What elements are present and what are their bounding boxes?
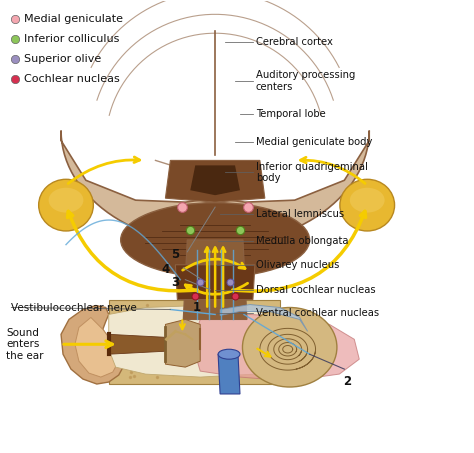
Polygon shape [75, 318, 118, 377]
Ellipse shape [340, 179, 394, 231]
Polygon shape [165, 160, 265, 202]
Text: Medial geniculate: Medial geniculate [24, 14, 123, 24]
Text: Dorsal cochlear nucleas: Dorsal cochlear nucleas [256, 284, 375, 294]
Text: Inferior colliculus: Inferior colliculus [24, 34, 119, 44]
Text: Sound
enters
the ear: Sound enters the ear [6, 328, 44, 361]
Text: Medial geniculate body: Medial geniculate body [256, 136, 372, 146]
Polygon shape [175, 265, 255, 299]
Text: 1: 1 [193, 301, 201, 314]
Polygon shape [61, 305, 125, 384]
Ellipse shape [39, 179, 93, 231]
Text: 5: 5 [171, 248, 180, 261]
Text: 3: 3 [171, 276, 180, 289]
Text: Temporal lobe: Temporal lobe [256, 109, 326, 119]
Text: Superior olive: Superior olive [24, 54, 101, 64]
Polygon shape [195, 314, 359, 381]
Ellipse shape [49, 188, 83, 212]
Ellipse shape [218, 349, 240, 359]
Text: 4: 4 [161, 263, 170, 276]
Text: Olivarey nucleus: Olivarey nucleus [256, 260, 339, 270]
Polygon shape [190, 165, 240, 195]
Polygon shape [165, 319, 200, 367]
Polygon shape [109, 334, 165, 354]
Text: Vestibulocochlear nerve: Vestibulocochlear nerve [11, 303, 137, 313]
Polygon shape [109, 305, 275, 377]
Polygon shape [220, 304, 308, 331]
Polygon shape [218, 354, 240, 394]
Text: Ventral cochlear nucleas: Ventral cochlear nucleas [256, 308, 379, 318]
Polygon shape [183, 240, 247, 319]
Text: Inferior quadrigeminal
body: Inferior quadrigeminal body [256, 162, 368, 183]
Ellipse shape [243, 308, 337, 387]
Polygon shape [61, 130, 369, 245]
Text: Cochlear nucleas: Cochlear nucleas [24, 74, 120, 84]
Ellipse shape [350, 188, 384, 212]
Ellipse shape [121, 202, 310, 277]
Polygon shape [109, 299, 280, 384]
Text: Medulla oblongata: Medulla oblongata [256, 236, 348, 246]
Text: Auditory processing
centers: Auditory processing centers [256, 70, 356, 92]
Text: Lateral lemniscus: Lateral lemniscus [256, 209, 344, 219]
Text: 2: 2 [343, 375, 351, 388]
Text: Cerebral cortex: Cerebral cortex [256, 37, 333, 47]
